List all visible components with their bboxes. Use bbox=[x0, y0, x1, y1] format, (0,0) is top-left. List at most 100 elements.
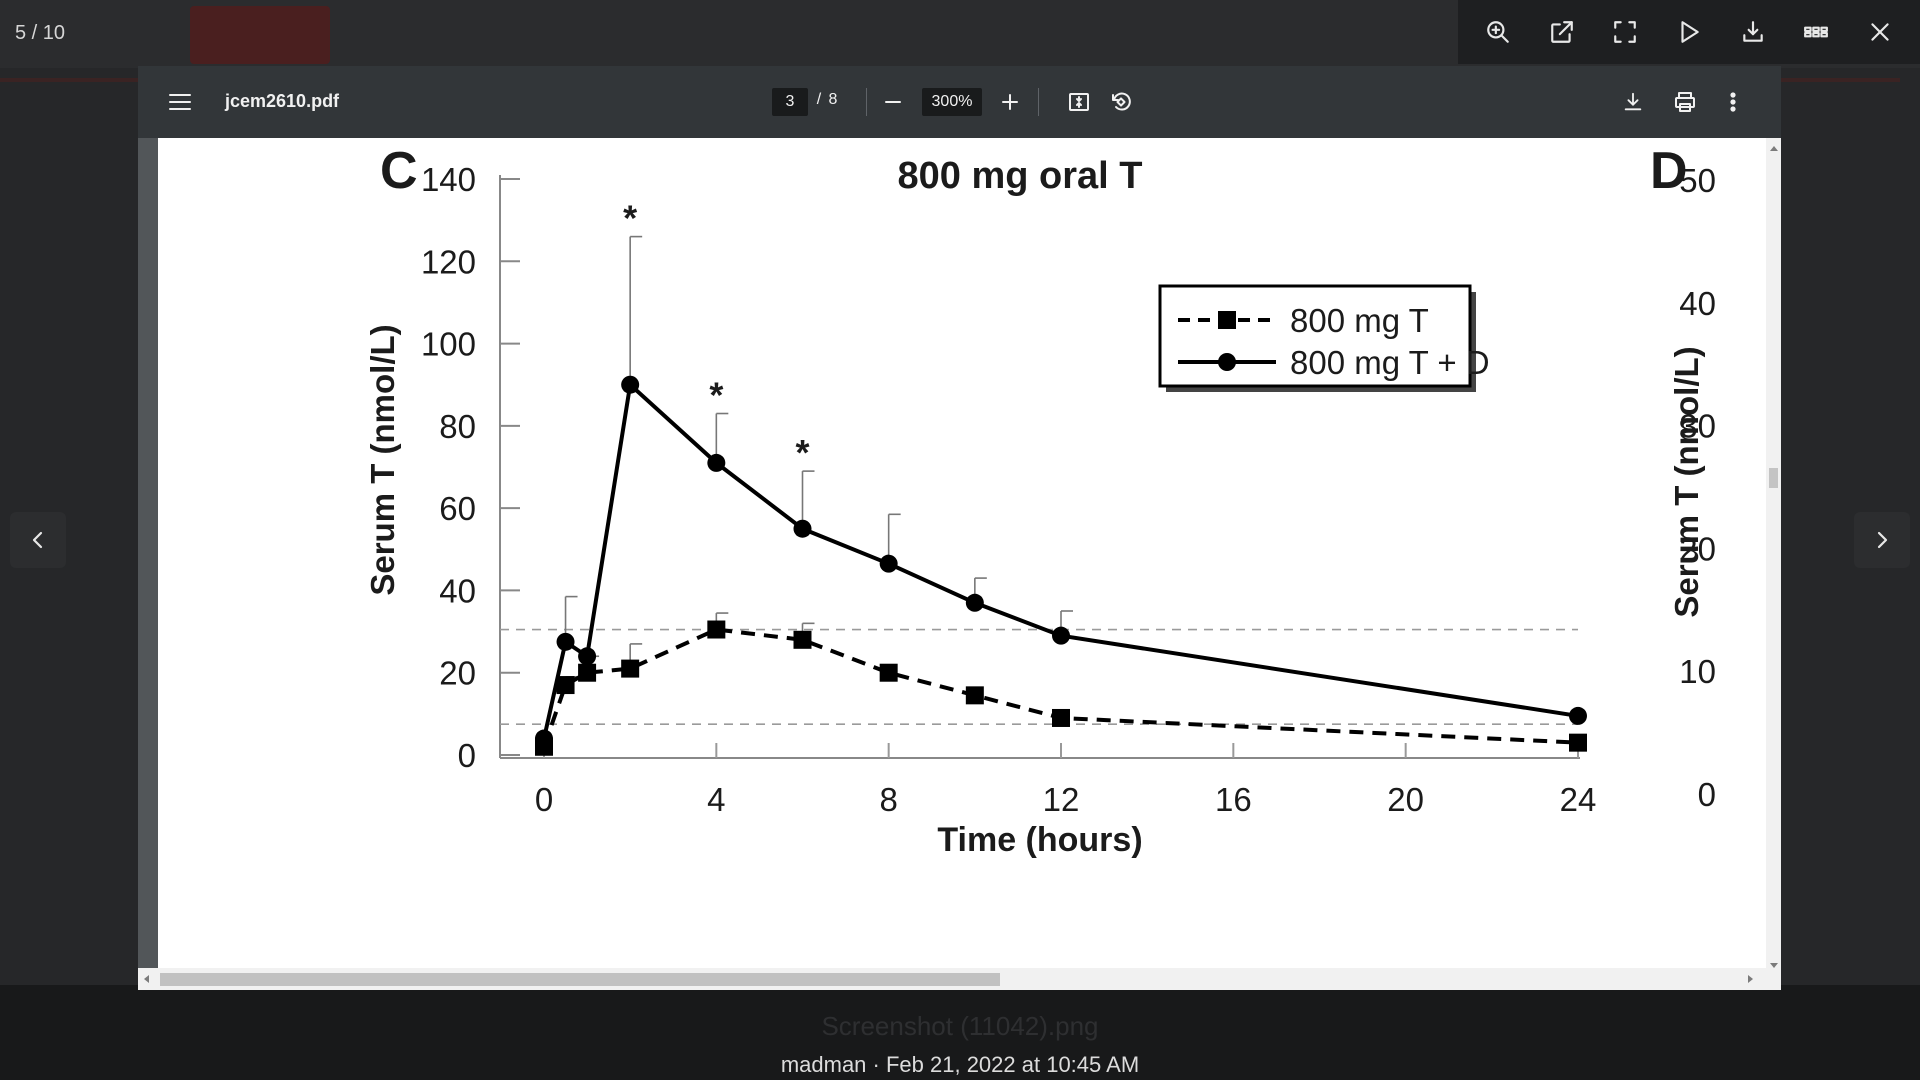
fullscreen-button[interactable] bbox=[1603, 10, 1647, 54]
page-number-input[interactable]: 3 bbox=[772, 88, 808, 116]
rotate-button[interactable] bbox=[1105, 86, 1137, 118]
background-button bbox=[190, 6, 330, 64]
fit-to-page-button[interactable] bbox=[1063, 86, 1095, 118]
zoom-in-pdf-button[interactable] bbox=[995, 88, 1025, 116]
toolbar-divider bbox=[866, 88, 867, 116]
y-tick-label: 140 bbox=[421, 161, 476, 198]
scroll-right-arrow[interactable] bbox=[1748, 975, 1753, 983]
significance-marks: * * * bbox=[623, 198, 809, 474]
panel-label-d: D bbox=[1650, 142, 1688, 200]
chevron-left-icon bbox=[32, 531, 43, 549]
page-total: 8 bbox=[828, 91, 838, 108]
data-point-square bbox=[707, 620, 726, 639]
data-point-square bbox=[965, 686, 984, 705]
y-axis-label: Serum T (nmol/L) bbox=[364, 324, 401, 595]
x-tick-label: 0 bbox=[535, 781, 553, 818]
menu-button[interactable] bbox=[162, 86, 198, 118]
y-tick-label: 100 bbox=[421, 326, 476, 363]
pdf-page: 800 mg oral T C D Serum T (nmol/L) Serum… bbox=[158, 138, 1766, 970]
data-point-square bbox=[556, 676, 575, 695]
data-point-circle bbox=[965, 593, 984, 612]
horizontal-scrollbar[interactable] bbox=[138, 968, 1781, 990]
vertical-scroll-thumb[interactable] bbox=[1769, 468, 1778, 488]
x-tick-label: 12 bbox=[1043, 781, 1080, 818]
x-tick-label: 20 bbox=[1387, 781, 1424, 818]
zoom-level-input[interactable]: 300% bbox=[922, 88, 982, 116]
x-axis-label: Time (hours) bbox=[937, 821, 1142, 859]
legend: 800 mg T 800 mg T + D bbox=[1158, 284, 1490, 392]
horizontal-scroll-thumb[interactable] bbox=[160, 973, 1000, 986]
data-point-circle bbox=[707, 453, 726, 472]
scroll-up-arrow[interactable] bbox=[1770, 146, 1778, 151]
zoom-out-button[interactable] bbox=[878, 88, 908, 116]
download-icon bbox=[1742, 21, 1763, 42]
series-layer bbox=[535, 375, 1587, 756]
vertical-scrollbar[interactable] bbox=[1766, 138, 1781, 976]
x-tick-label: 4 bbox=[707, 781, 725, 818]
page-separator: / bbox=[816, 91, 822, 108]
legend-marker-circle bbox=[1218, 353, 1236, 371]
significance-asterisk: * bbox=[709, 375, 723, 416]
data-point-circle bbox=[1052, 626, 1070, 645]
printer-icon bbox=[1675, 92, 1695, 112]
gallery-toolbar bbox=[1458, 0, 1920, 64]
document-title: jcem2610.pdf bbox=[225, 91, 340, 111]
thumbnails-grid-icon bbox=[1804, 26, 1829, 38]
data-point-circle bbox=[1569, 706, 1587, 725]
legend-marker-square bbox=[1218, 311, 1236, 329]
data-point-circle bbox=[793, 519, 812, 538]
y-right-tick-label: 40 bbox=[1679, 285, 1716, 322]
close-button[interactable] bbox=[1858, 10, 1902, 54]
data-point-square bbox=[578, 663, 597, 682]
reference-lines bbox=[500, 628, 1578, 725]
y-tick-label: 20 bbox=[439, 655, 476, 692]
axes-layer: 0 20 40 60 80 100 120 140 0 4 8 12 16 20 24 0 10 20 30 40 50 bbox=[421, 161, 1716, 818]
pk-line-chart: 800 mg oral T C D Serum T (nmol/L) Serum… bbox=[364, 142, 1716, 859]
y-tick-label: 0 bbox=[458, 737, 476, 774]
data-point-square bbox=[1052, 708, 1070, 727]
more-options-button[interactable] bbox=[1721, 86, 1745, 118]
slideshow-play-icon bbox=[1681, 21, 1699, 43]
series-800mg-t-plus-d-line bbox=[542, 382, 1579, 739]
slideshow-button[interactable] bbox=[1667, 10, 1711, 54]
x-tick-label: 24 bbox=[1560, 781, 1597, 818]
scroll-down-arrow[interactable] bbox=[1770, 963, 1778, 968]
thumbnails-button[interactable] bbox=[1794, 10, 1838, 54]
previous-image-button[interactable] bbox=[10, 512, 66, 568]
y-right-tick-label: 20 bbox=[1679, 530, 1716, 567]
pdf-viewer: jcem2610.pdf 3 / 8 300% 8 0 bbox=[138, 66, 1781, 990]
error-bars bbox=[564, 235, 1073, 686]
fullscreen-icon bbox=[1614, 21, 1637, 43]
y-right-tick-label: 30 bbox=[1679, 408, 1716, 445]
plus-icon bbox=[1002, 94, 1018, 110]
data-point-square bbox=[1569, 733, 1587, 752]
y-right-tick-label: 10 bbox=[1679, 653, 1716, 690]
significance-asterisk: * bbox=[795, 432, 809, 473]
open-external-icon bbox=[1550, 21, 1573, 43]
pdf-download-button[interactable] bbox=[1617, 86, 1649, 118]
data-point-circle bbox=[879, 554, 898, 573]
next-image-button[interactable] bbox=[1854, 512, 1910, 568]
background-filename: Screenshot (11042).png bbox=[821, 1011, 1099, 1041]
data-point-circle bbox=[556, 632, 575, 651]
chart-title: 800 mg oral T bbox=[898, 155, 1143, 197]
chevron-right-icon bbox=[1877, 531, 1888, 549]
pdf-canvas: 800 mg oral T C D Serum T (nmol/L) Serum… bbox=[138, 138, 1781, 976]
zoom-in-button[interactable] bbox=[1476, 10, 1520, 54]
open-external-button[interactable] bbox=[1540, 10, 1584, 54]
zoom-in-icon bbox=[1487, 21, 1509, 43]
scroll-left-arrow[interactable] bbox=[144, 975, 149, 983]
y-right-tick-label: 0 bbox=[1698, 776, 1716, 813]
download-button[interactable] bbox=[1731, 10, 1775, 54]
panel-label-c: C bbox=[380, 142, 418, 200]
y-tick-label: 40 bbox=[439, 572, 476, 609]
print-button[interactable] bbox=[1669, 86, 1701, 118]
pdf-toolbar: jcem2610.pdf 3 / 8 300% bbox=[138, 66, 1781, 138]
y-axis-right-label: Serum T (nmol/L) bbox=[1668, 346, 1705, 617]
data-point-square bbox=[793, 630, 812, 649]
data-point-circle bbox=[578, 647, 597, 666]
y-tick-label: 60 bbox=[439, 490, 476, 527]
x-tick-label: 16 bbox=[1215, 781, 1252, 818]
close-icon bbox=[1871, 23, 1889, 41]
data-point-circle bbox=[621, 375, 640, 394]
